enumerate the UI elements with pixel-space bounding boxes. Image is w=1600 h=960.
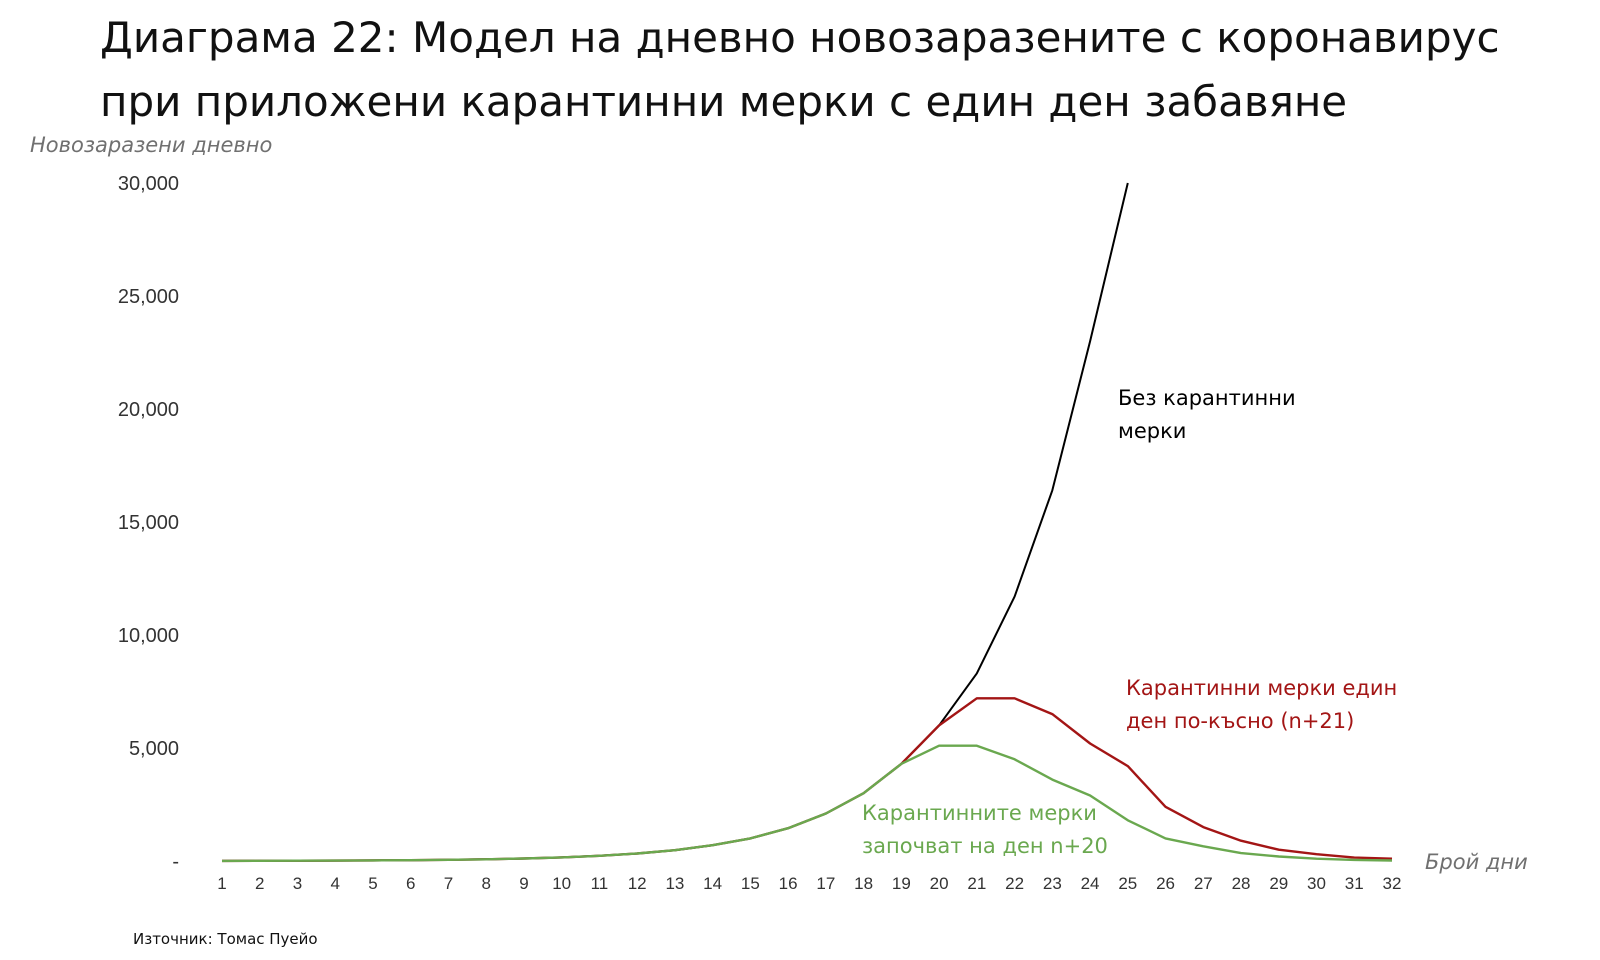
x-tick-label: 22 bbox=[1005, 874, 1024, 893]
annotation-no-quarantine: Без карантинни мерки bbox=[1118, 382, 1296, 448]
annotation-quarantine-n20-line1: Карантинните мерки bbox=[862, 801, 1097, 825]
x-tick-label: 10 bbox=[552, 874, 571, 893]
source-note: Източник: Томас Пуейо bbox=[133, 930, 318, 948]
chart-title-line1: Диаграма 22: Модел на дневно новозаразен… bbox=[100, 13, 1500, 62]
annotation-quarantine-n20-line2: започват на ден n+20 bbox=[862, 834, 1108, 858]
x-tick-label: 3 bbox=[293, 874, 302, 893]
x-tick-label: 1 bbox=[217, 874, 226, 893]
y-axis-label: Новозаразени дневно bbox=[30, 133, 273, 157]
x-tick-label: 5 bbox=[368, 874, 377, 893]
x-tick-label: 14 bbox=[703, 874, 722, 893]
annotation-quarantine-n21: Карантинни мерки един ден по-късно (n+21… bbox=[1126, 672, 1397, 738]
y-tick-label: 5,000 bbox=[129, 738, 179, 760]
y-tick-label: 30,000 bbox=[118, 173, 179, 195]
y-tick-label: 25,000 bbox=[118, 286, 179, 308]
chart-title-line2: при приложени карантинни мерки с един де… bbox=[100, 77, 1348, 126]
x-tick-label: 17 bbox=[816, 874, 835, 893]
x-tick-label: 2 bbox=[255, 874, 264, 893]
x-tick-label: 7 bbox=[444, 874, 453, 893]
y-tick-label: 20,000 bbox=[118, 399, 179, 421]
x-tick-label: 20 bbox=[930, 874, 949, 893]
x-tick-label: 11 bbox=[591, 874, 609, 893]
x-tick-label: 32 bbox=[1383, 874, 1402, 893]
annotation-no-quarantine-line2: мерки bbox=[1118, 419, 1187, 443]
x-tick-label: 8 bbox=[481, 874, 490, 893]
x-tick-label: 26 bbox=[1156, 874, 1175, 893]
x-tick-label: 27 bbox=[1194, 874, 1213, 893]
x-tick-label: 4 bbox=[330, 874, 339, 893]
x-tick-label: 23 bbox=[1043, 874, 1062, 893]
y-tick-label: - bbox=[172, 851, 179, 873]
chart-title: Диаграма 22: Модел на дневно новозаразен… bbox=[100, 6, 1580, 134]
x-tick-label: 16 bbox=[779, 874, 798, 893]
x-tick-label: 29 bbox=[1269, 874, 1288, 893]
y-tick-label: 15,000 bbox=[118, 512, 179, 534]
x-tick-label: 18 bbox=[854, 874, 873, 893]
x-tick-label: 15 bbox=[741, 874, 760, 893]
x-tick-label: 6 bbox=[406, 874, 415, 893]
x-tick-label: 24 bbox=[1081, 874, 1100, 893]
annotation-quarantine-n21-line2: ден по-късно (n+21) bbox=[1126, 709, 1355, 733]
x-tick-label: 12 bbox=[628, 874, 647, 893]
annotation-quarantine-n20: Карантинните мерки започват на ден n+20 bbox=[862, 797, 1108, 863]
x-tick-label: 21 bbox=[967, 874, 986, 893]
x-tick-label: 25 bbox=[1118, 874, 1137, 893]
series-line-quarantine-n20 bbox=[221, 744, 1393, 863]
x-tick-label: 28 bbox=[1232, 874, 1251, 893]
annotation-quarantine-n21-line1: Карантинни мерки един bbox=[1126, 676, 1398, 700]
x-axis-label: Брой дни bbox=[1425, 850, 1528, 874]
x-tick-label: 13 bbox=[665, 874, 684, 893]
annotation-no-quarantine-line1: Без карантинни bbox=[1118, 386, 1296, 410]
x-tick-label: 9 bbox=[519, 874, 528, 893]
series-line-no-quarantine bbox=[221, 182, 1129, 862]
x-tick-label: 19 bbox=[892, 874, 911, 893]
x-tick-label: 31 bbox=[1345, 874, 1364, 893]
x-tick-label: 30 bbox=[1307, 874, 1326, 893]
y-tick-label: 10,000 bbox=[118, 625, 179, 647]
